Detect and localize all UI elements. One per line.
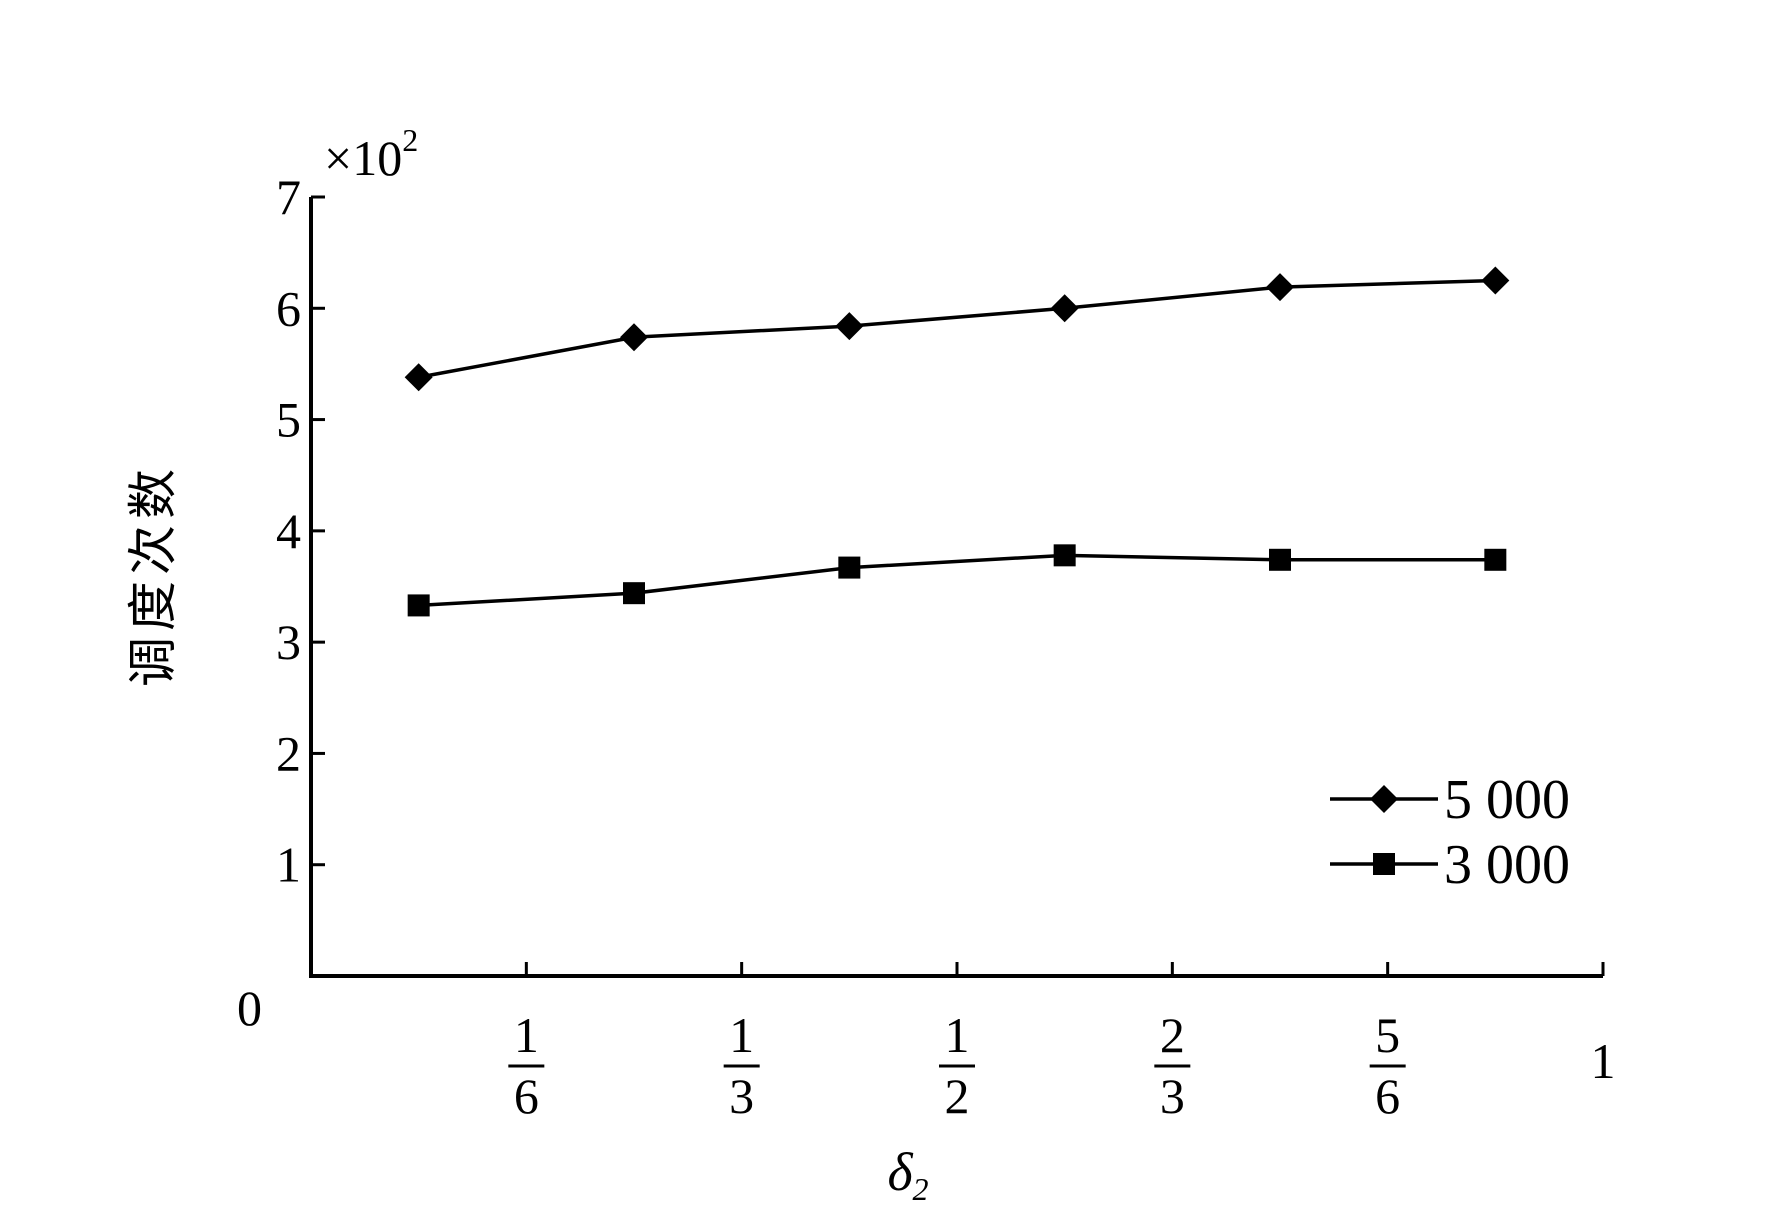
data-point — [623, 582, 645, 605]
data-point — [1050, 294, 1079, 323]
data-point — [1484, 548, 1507, 571]
x-tick-numerator: 2 — [1160, 1007, 1185, 1063]
x-tick-denominator: 6 — [1375, 1068, 1400, 1124]
y-tick-label: 4 — [276, 503, 301, 559]
y-tick-label: 0 — [237, 980, 262, 1036]
x-tick-numerator: 1 — [514, 1007, 539, 1063]
data-point — [404, 363, 433, 392]
x-axis-label: δ2 — [887, 1142, 928, 1205]
x-tick-numerator: 1 — [729, 1007, 754, 1063]
legend-item: 5 000 — [1330, 769, 1570, 831]
series-line — [418, 278, 1496, 380]
y-tick-label: 3 — [276, 614, 301, 670]
data-point — [1266, 273, 1294, 302]
data-point — [1053, 544, 1076, 567]
x-tick-label-end: 1 — [1591, 1033, 1616, 1089]
x-axis-label-symbol: δ — [887, 1142, 913, 1202]
data-point — [838, 556, 861, 579]
series-line — [418, 553, 1496, 608]
y-tick-label: 5 — [276, 392, 301, 448]
legend-marker — [1373, 853, 1395, 875]
x-tick-denominator: 2 — [945, 1068, 970, 1124]
legend-marker — [1370, 785, 1398, 813]
data-point — [1481, 266, 1510, 295]
y-tick-label: 6 — [276, 280, 301, 336]
legend-label: 3 000 — [1444, 834, 1570, 896]
y-tick-label: 7 — [276, 169, 301, 225]
data-point — [407, 594, 430, 617]
y-tick-label: 1 — [276, 837, 301, 893]
y-axis-ticks: 0 1 2 3 4 5 6 7 — [237, 169, 325, 1036]
data-point — [835, 312, 864, 341]
x-tick-denominator: 6 — [514, 1068, 539, 1124]
y-multiplier: ×102 — [324, 122, 418, 186]
axes — [309, 197, 1603, 978]
series-square — [407, 544, 1507, 617]
x-tick-numerator: 5 — [1375, 1007, 1400, 1063]
x-tick-numerator: 1 — [945, 1007, 970, 1063]
series-diamond — [404, 266, 1510, 392]
data-point — [1269, 548, 1291, 571]
x-axis-label-subscript: 2 — [913, 1171, 929, 1205]
y-tick-label: 2 — [276, 725, 301, 781]
x-tick-denominator: 3 — [729, 1068, 754, 1124]
y-multiplier-base: ×10 — [324, 130, 402, 186]
data-point — [620, 323, 648, 352]
y-axis-label: 调度次数 — [124, 463, 182, 687]
x-tick-denominator: 3 — [1160, 1068, 1185, 1124]
legend-label: 5 000 — [1444, 769, 1570, 831]
y-multiplier-exponent: 2 — [402, 122, 418, 158]
legend-item: 3 000 — [1330, 834, 1570, 896]
series-layer — [404, 266, 1510, 617]
